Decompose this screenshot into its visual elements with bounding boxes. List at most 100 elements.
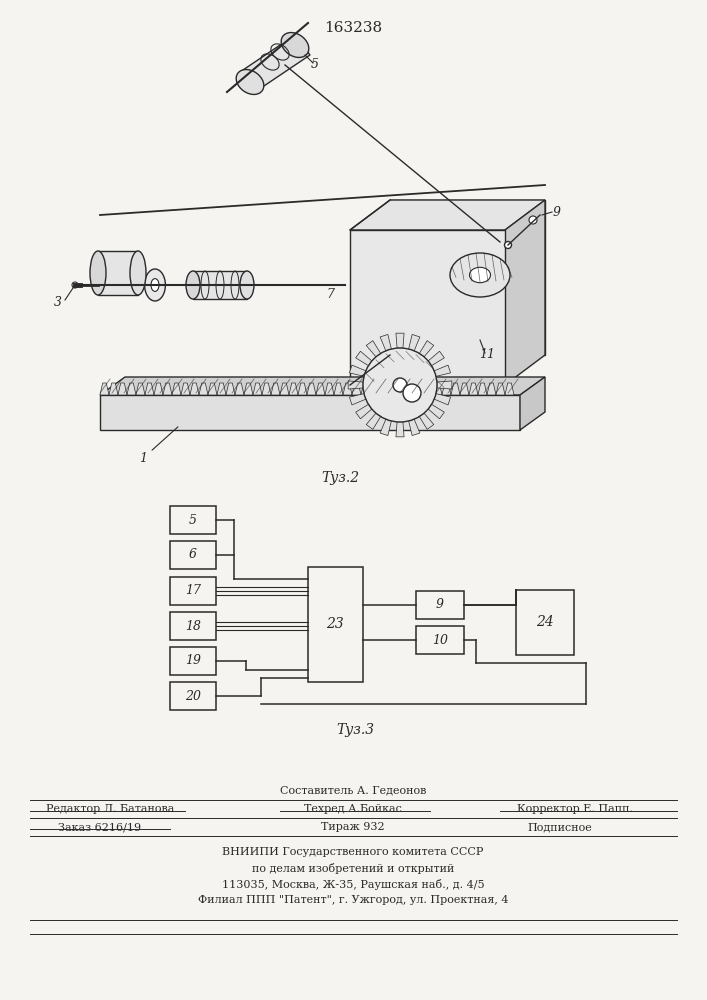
Polygon shape bbox=[199, 383, 208, 395]
Polygon shape bbox=[433, 383, 442, 395]
Polygon shape bbox=[193, 271, 247, 299]
Polygon shape bbox=[348, 381, 363, 389]
Text: Составитель А. Гедеонов: Составитель А. Гедеонов bbox=[280, 785, 426, 795]
Ellipse shape bbox=[186, 271, 200, 299]
Text: Корректор Е. Папп.: Корректор Е. Папп. bbox=[517, 804, 633, 814]
Polygon shape bbox=[154, 383, 163, 395]
Circle shape bbox=[403, 384, 421, 402]
Polygon shape bbox=[240, 35, 310, 92]
Polygon shape bbox=[235, 383, 244, 395]
Ellipse shape bbox=[450, 253, 510, 297]
Polygon shape bbox=[409, 334, 420, 351]
Polygon shape bbox=[118, 383, 127, 395]
Polygon shape bbox=[428, 404, 444, 419]
Bar bbox=[516, 589, 574, 654]
Text: 19: 19 bbox=[185, 654, 201, 668]
Circle shape bbox=[529, 216, 537, 224]
Text: ВНИИПИ Государственного комитета СССР: ВНИИПИ Государственного комитета СССР bbox=[222, 847, 484, 857]
Polygon shape bbox=[172, 383, 181, 395]
Text: 3: 3 bbox=[54, 296, 62, 310]
Text: Техред А.Бойкас: Техред А.Бойкас bbox=[304, 804, 402, 814]
Ellipse shape bbox=[281, 33, 309, 57]
Text: 6: 6 bbox=[189, 548, 197, 562]
Polygon shape bbox=[208, 383, 217, 395]
Polygon shape bbox=[424, 383, 433, 395]
Polygon shape bbox=[396, 333, 404, 348]
Polygon shape bbox=[419, 413, 434, 429]
Polygon shape bbox=[334, 383, 343, 395]
Polygon shape bbox=[451, 383, 460, 395]
Text: 113035, Москва, Ж-35, Раушская наб., д. 4/5: 113035, Москва, Ж-35, Раушская наб., д. … bbox=[222, 879, 484, 890]
Circle shape bbox=[393, 378, 407, 392]
Text: 10: 10 bbox=[432, 634, 448, 647]
Text: 17: 17 bbox=[185, 584, 201, 597]
Polygon shape bbox=[289, 383, 298, 395]
Text: 9: 9 bbox=[553, 206, 561, 219]
Polygon shape bbox=[505, 200, 545, 385]
Text: Филиал ППП "Патент", г. Ужгород, ул. Проектная, 4: Филиал ППП "Патент", г. Ужгород, ул. Про… bbox=[198, 895, 508, 905]
Polygon shape bbox=[181, 383, 190, 395]
Text: 24: 24 bbox=[536, 615, 554, 629]
Polygon shape bbox=[361, 383, 370, 395]
Polygon shape bbox=[298, 383, 307, 395]
Polygon shape bbox=[356, 404, 372, 419]
Ellipse shape bbox=[469, 267, 491, 283]
Text: Редактор Л. Батанова: Редактор Л. Батанова bbox=[46, 804, 174, 814]
Ellipse shape bbox=[90, 251, 106, 295]
Text: 9: 9 bbox=[436, 598, 444, 611]
Polygon shape bbox=[434, 394, 450, 405]
Polygon shape bbox=[343, 383, 352, 395]
Text: 20: 20 bbox=[185, 690, 201, 702]
Polygon shape bbox=[496, 383, 505, 395]
Polygon shape bbox=[406, 383, 415, 395]
Polygon shape bbox=[409, 419, 420, 436]
Text: Τуз.3: Τуз.3 bbox=[336, 723, 374, 737]
Polygon shape bbox=[390, 200, 545, 355]
Polygon shape bbox=[316, 383, 325, 395]
Polygon shape bbox=[379, 383, 388, 395]
Polygon shape bbox=[366, 413, 380, 429]
Polygon shape bbox=[388, 383, 397, 395]
Polygon shape bbox=[244, 383, 253, 395]
Text: Подписное: Подписное bbox=[527, 822, 592, 832]
Text: Заказ 6216/19: Заказ 6216/19 bbox=[59, 822, 141, 832]
Polygon shape bbox=[415, 383, 424, 395]
Polygon shape bbox=[442, 383, 451, 395]
Polygon shape bbox=[350, 200, 545, 230]
Text: 5: 5 bbox=[311, 58, 319, 72]
Polygon shape bbox=[109, 383, 118, 395]
Bar bbox=[416, 591, 464, 619]
Polygon shape bbox=[356, 351, 372, 366]
Ellipse shape bbox=[145, 269, 165, 301]
Polygon shape bbox=[366, 341, 380, 357]
Polygon shape bbox=[380, 419, 392, 436]
Polygon shape bbox=[428, 351, 444, 366]
Polygon shape bbox=[100, 377, 545, 395]
Polygon shape bbox=[469, 383, 478, 395]
Ellipse shape bbox=[236, 70, 264, 94]
Polygon shape bbox=[280, 383, 289, 395]
Polygon shape bbox=[350, 230, 505, 385]
Polygon shape bbox=[98, 251, 138, 295]
Polygon shape bbox=[487, 383, 496, 395]
Polygon shape bbox=[307, 383, 316, 395]
Polygon shape bbox=[397, 383, 406, 395]
Bar bbox=[170, 612, 216, 640]
Circle shape bbox=[505, 241, 511, 248]
Polygon shape bbox=[145, 383, 154, 395]
Text: 7: 7 bbox=[326, 288, 334, 302]
Polygon shape bbox=[127, 383, 136, 395]
Polygon shape bbox=[190, 383, 199, 395]
Ellipse shape bbox=[130, 251, 146, 295]
Bar bbox=[170, 647, 216, 675]
Circle shape bbox=[363, 348, 437, 422]
Polygon shape bbox=[163, 383, 172, 395]
Polygon shape bbox=[434, 365, 450, 376]
Bar bbox=[170, 541, 216, 569]
Bar bbox=[308, 566, 363, 682]
Text: 11: 11 bbox=[479, 349, 495, 361]
Polygon shape bbox=[136, 383, 145, 395]
Polygon shape bbox=[217, 383, 226, 395]
Bar bbox=[170, 682, 216, 710]
Polygon shape bbox=[460, 383, 469, 395]
